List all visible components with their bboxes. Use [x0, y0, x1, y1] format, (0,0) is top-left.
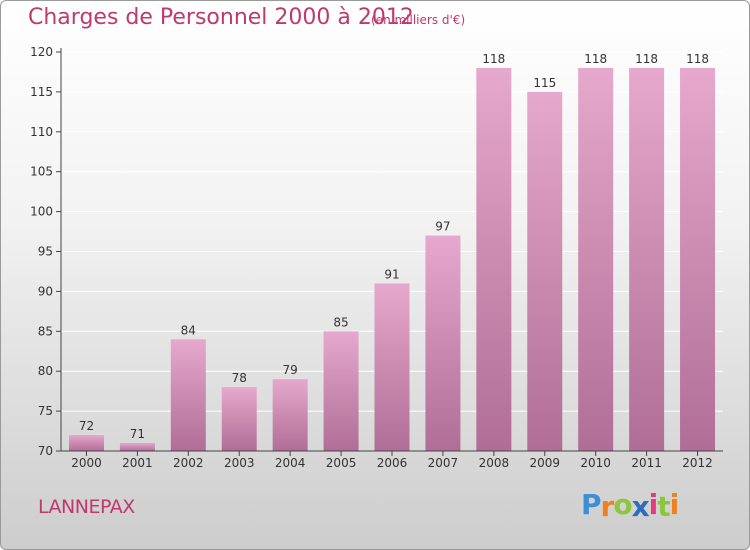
bar-2011 [629, 67, 665, 452]
data-label: 84 [181, 323, 196, 337]
bar-2004 [272, 379, 308, 451]
y-tick-label: 120 [30, 45, 53, 59]
x-tick-label: 2001 [122, 456, 153, 470]
logo-letter: x [631, 490, 650, 523]
commune-name: LANNEPAX [38, 496, 135, 518]
bar-2007 [425, 235, 461, 451]
bar-2010 [578, 67, 614, 452]
chart-title: Charges de Personnel 2000 à 2012 [28, 5, 414, 30]
bar-2009 [527, 91, 563, 452]
y-tick-label: 70 [38, 444, 53, 458]
data-labels: 72 71 84 78 79 85 91 97 118 115 118 118 118 [79, 52, 709, 441]
data-label: 72 [79, 419, 94, 433]
bar-2005 [323, 331, 359, 451]
y-tick-label: 110 [30, 125, 53, 139]
bar-2000 [68, 435, 104, 451]
logo-letter: r [600, 490, 615, 523]
data-label: 115 [533, 76, 556, 90]
x-tick-label: 2006 [377, 456, 408, 470]
x-tick-label: 2005 [326, 456, 357, 470]
data-label: 118 [584, 52, 607, 66]
y-tick-label: 80 [38, 364, 53, 378]
logo-letter: i [648, 488, 659, 521]
logo-letter: t [657, 490, 670, 523]
proxiti-logo: Proxiti [581, 488, 680, 523]
x-tick-label: 2002 [173, 456, 204, 470]
bar-2008 [476, 67, 512, 452]
logo-letter: o [613, 488, 632, 521]
y-tick-label: 95 [38, 245, 53, 259]
x-tick-label: 2012 [682, 456, 713, 470]
x-tick-label: 2004 [275, 456, 306, 470]
bar-2003 [221, 387, 257, 451]
x-tick-label: 2008 [479, 456, 510, 470]
data-label: 78 [232, 371, 247, 385]
logo-letter: P [581, 488, 602, 521]
data-label: 118 [686, 52, 709, 66]
x-tick-label: 2007 [428, 456, 459, 470]
bar-2006 [374, 283, 410, 451]
y-tick-label: 75 [38, 404, 53, 418]
bar-2012 [680, 67, 716, 452]
data-label: 118 [482, 52, 505, 66]
x-tick-label: 2000 [71, 456, 102, 470]
bar-2002 [170, 339, 206, 451]
logo-letter: i [669, 488, 680, 521]
data-label: 85 [333, 315, 348, 329]
y-tick-label: 115 [30, 85, 53, 99]
x-tick-label: 2011 [631, 456, 662, 470]
chart-subtitle: (en milliers d'€) [371, 13, 466, 27]
data-label: 118 [635, 52, 658, 66]
data-label: 97 [435, 220, 450, 234]
x-tick-label: 2003 [224, 456, 255, 470]
bars [68, 67, 716, 452]
y-tick-label: 100 [30, 205, 53, 219]
y-tick-labels: 70 75 80 85 90 95 100 105 110 115 120 [30, 45, 61, 458]
data-label: 71 [130, 427, 145, 441]
y-tick-label: 85 [38, 324, 53, 338]
x-tick-label: 2010 [580, 456, 611, 470]
data-label: 79 [283, 363, 298, 377]
bar-2001 [119, 443, 155, 451]
x-tick-label: 2009 [529, 456, 560, 470]
y-tick-label: 90 [38, 284, 53, 298]
y-tick-label: 105 [30, 165, 53, 179]
data-label: 91 [384, 267, 399, 281]
x-tick-labels: 2000 2001 2002 2003 2004 2005 2006 2007 2008 2009… [71, 451, 713, 470]
